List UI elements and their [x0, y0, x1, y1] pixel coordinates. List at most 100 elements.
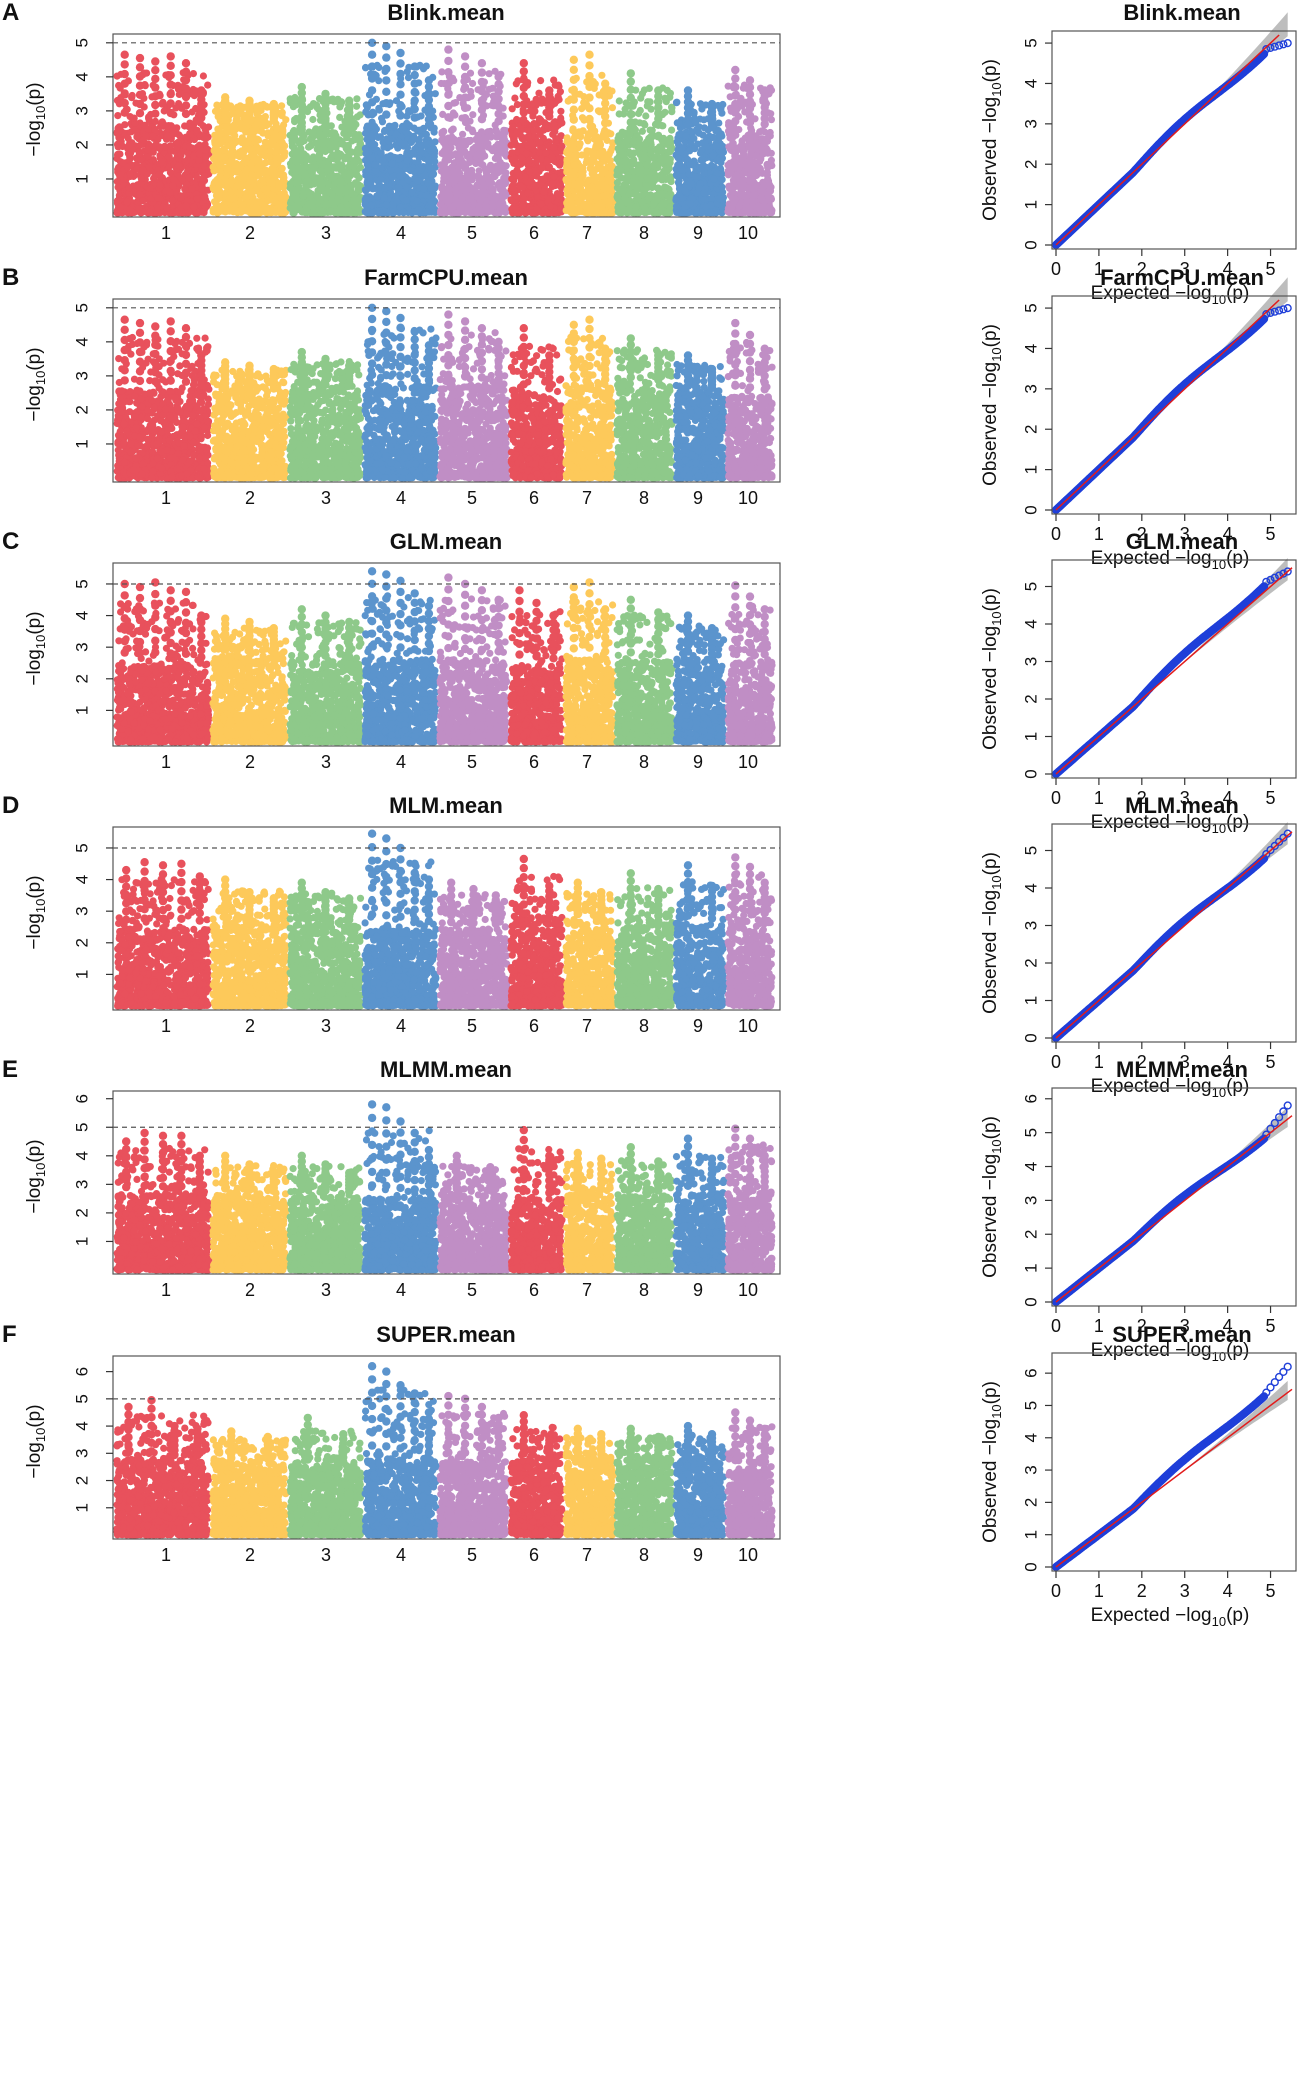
snp-point — [137, 174, 145, 182]
snp-point — [350, 131, 359, 139]
snp-peak-point — [181, 101, 191, 110]
snp-point — [482, 201, 490, 210]
snp-point — [395, 138, 403, 146]
snp-peak-point — [321, 119, 330, 128]
snp-peak-point — [410, 79, 419, 88]
snp-peak-point — [444, 113, 453, 122]
snp-point — [146, 208, 154, 216]
snp-peak-point — [120, 108, 129, 117]
snp-point — [117, 137, 125, 145]
snp-point — [536, 130, 544, 139]
snp-point — [389, 201, 397, 209]
snp-point — [410, 150, 418, 158]
snp-peak-point — [569, 105, 578, 114]
snp-point — [440, 151, 448, 159]
snp-point — [530, 120, 538, 128]
snp-point — [247, 177, 255, 185]
snp-point — [388, 173, 396, 182]
snp-point — [369, 140, 377, 148]
snp-point — [429, 144, 438, 153]
snp-peak-point — [166, 80, 175, 89]
snp-point — [216, 127, 224, 136]
snp-point — [288, 142, 296, 150]
snp-peak-point — [367, 109, 377, 119]
snp-peak-point — [569, 115, 578, 124]
snp-point — [473, 189, 481, 197]
snp-point — [530, 127, 538, 135]
snp-point — [478, 128, 486, 136]
snp-point — [441, 208, 449, 216]
snp-point — [333, 197, 341, 205]
snp-point — [154, 204, 162, 212]
snp-point — [337, 140, 345, 148]
snp-point — [396, 172, 404, 180]
snp-peak-point — [221, 115, 230, 124]
snp-point — [535, 89, 543, 97]
snp-point — [288, 193, 297, 202]
chromosome-8-points — [613, 69, 676, 217]
snp-point — [552, 135, 560, 143]
snp-peak-point — [519, 100, 528, 109]
snp-point — [297, 145, 305, 153]
snp-point — [326, 173, 334, 181]
snp-peak-point — [151, 100, 160, 110]
snp-peak-point — [585, 114, 594, 124]
snp-point — [440, 127, 448, 135]
snp-point — [448, 151, 456, 160]
snp-point — [126, 170, 134, 178]
snp-point — [276, 201, 284, 209]
snp-point — [318, 207, 326, 215]
snp-point — [275, 153, 283, 162]
snp-point — [606, 157, 614, 165]
snp-point — [136, 190, 144, 198]
snp-point — [487, 174, 495, 183]
snp-point — [145, 114, 153, 123]
snp-peak-point — [519, 67, 528, 76]
snp-point — [571, 161, 579, 169]
snp-point — [557, 114, 565, 122]
snp-peak-point — [585, 104, 594, 113]
snp-point — [193, 126, 201, 134]
snp-point — [387, 166, 395, 174]
snp-point — [563, 138, 571, 146]
snp-point — [599, 192, 607, 200]
snp-point — [165, 153, 173, 161]
snp-point — [363, 135, 371, 143]
snp-point — [214, 113, 222, 121]
snp-point — [543, 157, 551, 165]
snp-point — [512, 80, 520, 88]
snp-point — [309, 115, 317, 124]
snp-point — [123, 163, 132, 171]
snp-point — [193, 195, 201, 203]
snp-point — [241, 154, 249, 162]
snp-point — [269, 164, 277, 172]
snp-point — [413, 197, 421, 205]
snp-peak-point — [120, 69, 129, 79]
snp-point — [316, 146, 324, 154]
snp-point — [378, 118, 387, 126]
snp-point — [422, 130, 430, 139]
snp-peak-point — [151, 109, 160, 118]
snp-point — [566, 196, 575, 204]
snp-point — [158, 118, 166, 126]
snp-point — [531, 181, 540, 189]
snp-point — [388, 160, 396, 168]
snp-peak-point — [444, 68, 453, 77]
snp-point — [341, 155, 349, 163]
snp-peak-point — [477, 77, 487, 87]
snp-peak-point — [197, 113, 206, 123]
snp-point — [598, 71, 606, 79]
snp-point — [231, 195, 239, 203]
snp-point — [124, 134, 132, 142]
snp-point — [570, 145, 578, 153]
snp-point — [125, 184, 133, 192]
snp-point — [338, 98, 346, 106]
snp-point — [164, 131, 172, 139]
snp-point — [464, 205, 472, 213]
snp-point — [572, 151, 580, 159]
snp-point — [155, 170, 164, 178]
snp-point — [299, 192, 307, 200]
snp-point — [243, 165, 251, 173]
snp-point — [501, 204, 510, 212]
